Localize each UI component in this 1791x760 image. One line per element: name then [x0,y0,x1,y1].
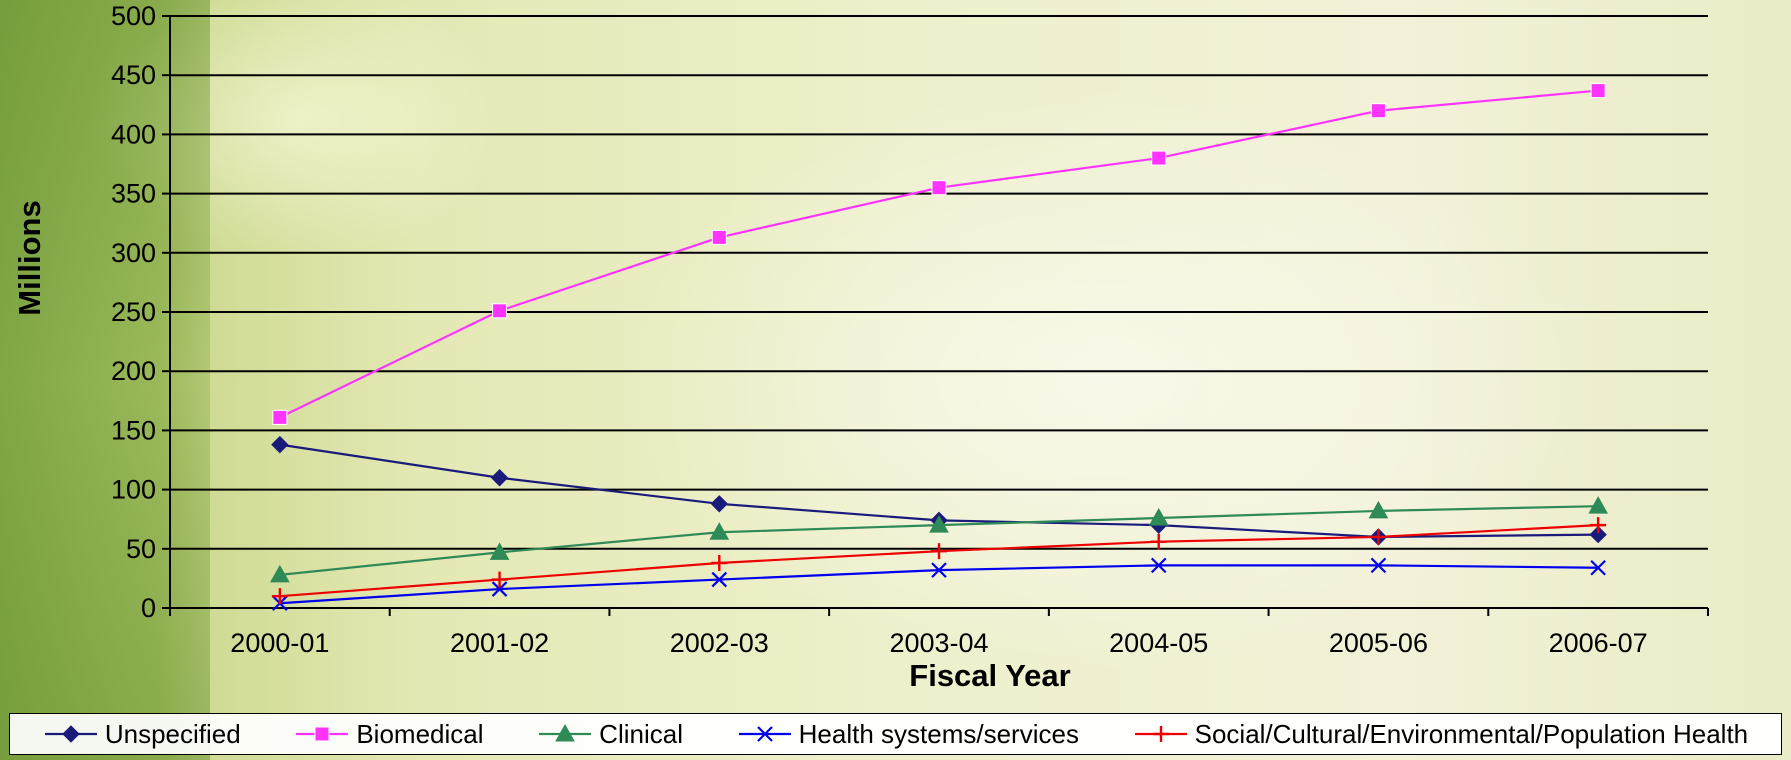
point-clinical-2003-04 [929,515,949,533]
y-tick-label-200: 200 [111,356,156,386]
legend-swatch-biomedical [296,726,349,742]
point-biomedical-2002-03 [711,229,727,245]
y-axis-title: Millions [12,200,47,315]
y-tick-label-150: 150 [111,415,156,445]
y-tick-label-400: 400 [111,119,156,149]
x-axis-title: Fiscal Year [909,658,1070,693]
series-line-biomedical [279,89,1599,419]
x-tick-label-2006-07: 2006-07 [1549,628,1648,658]
x-tick-label-2002-03: 2002-03 [670,628,769,658]
legend-swatch-social-cultural-environmental-population-health [1134,726,1187,742]
point-unspecified-2006-07 [1589,525,1607,544]
x-axis-ticks: 2000-01 2001-02 2002-03 2003-04 2004-05 2005-… [169,608,1709,658]
point-unspecified-2002-03 [710,495,728,513]
legend-swatch-marker [314,726,330,742]
point-health-systems-services-2006-07 [1590,559,1606,576]
point-health-systems-services-2004-05 [1150,557,1167,574]
legend-label: Clinical [599,718,683,749]
point-biomedical-2000-01 [272,409,288,425]
legend-swatch-marker [62,725,80,743]
legend-label: Health systems/services [798,718,1079,749]
x-tick-label-2000-01: 2000-01 [230,628,329,658]
y-tick-label-50: 50 [126,534,156,564]
point-biomedical-2004-05 [1151,150,1167,166]
y-tick-label-300: 300 [111,238,156,268]
legend-item-health-systems-services: Health systems/services [737,719,1079,750]
legend-item-social-cultural-environmental-population-health: Social/Cultural/Environmental/Population… [1133,718,1749,750]
point-biomedical-2005-06 [1370,103,1386,119]
point-clinical-2001-02 [489,542,510,560]
point-social-cultural-environmental-population-health-2004-05 [1150,533,1167,550]
point-health-systems-services-2003-04 [931,562,947,578]
gridlines [170,15,1708,550]
y-tick-label-100: 100 [111,475,156,505]
point-clinical-2000-01 [270,564,290,583]
legend-swatch-marker [555,723,576,742]
legend-swatch-health-systems-services [738,726,791,742]
series-line-social-cultural-environmental-population-health [279,524,1599,598]
point-social-cultural-environmental-population-health-2002-03 [711,555,728,572]
point-clinical-2002-03 [709,522,730,540]
legend-label: Social/Cultural/Environmental/Population… [1194,718,1749,749]
point-social-cultural-environmental-population-health-2006-07 [1590,517,1607,534]
x-tick-label-2003-04: 2003-04 [889,628,988,658]
legend-item-biomedical: Biomedical [294,718,484,750]
x-tick-label-2004-05: 2004-05 [1109,628,1208,658]
legend-swatch-marker [1152,726,1169,742]
point-unspecified-2000-01 [271,435,289,454]
point-clinical-2004-05 [1148,507,1169,526]
x-tick-label-2001-02: 2001-02 [450,628,549,658]
point-unspecified-2001-02 [490,469,509,487]
point-social-cultural-environmental-population-health-2001-02 [491,571,508,588]
legend-swatch-unspecified [44,725,97,743]
legend: Unspecified Biomedical Clinical Health syst… [9,713,1782,755]
point-health-systems-services-2005-06 [1370,557,1387,574]
point-health-systems-services-2001-02 [491,581,508,597]
y-tick-label-350: 350 [111,179,156,209]
point-social-cultural-environmental-population-health-2005-06 [1370,528,1387,545]
x-tick-label-2005-06: 2005-06 [1329,628,1428,658]
point-clinical-2006-07 [1588,496,1608,514]
y-tick-label-500: 500 [111,1,156,31]
legend-item-clinical: Clinical [537,719,683,750]
legend-item-unspecified: Unspecified [43,719,241,750]
legend-swatch-marker [756,726,773,742]
y-tick-label-450: 450 [111,60,156,90]
point-biomedical-2001-02 [492,303,508,319]
y-tick-label-250: 250 [111,297,156,327]
legend-label: Biomedical [356,718,484,749]
y-axis-ticks: 0 50 100 150 200 250 300 350 400 450 500 [111,1,170,623]
point-health-systems-services-2002-03 [711,571,728,588]
legend-swatch-clinical [539,723,592,742]
point-biomedical-2003-04 [931,180,947,196]
slide-left-bar [0,0,210,760]
point-clinical-2005-06 [1368,500,1389,519]
point-biomedical-2006-07 [1590,83,1606,99]
series-markers [270,83,1608,612]
point-social-cultural-environmental-population-health-2000-01 [271,588,288,605]
y-tick-label-0: 0 [141,593,156,623]
point-social-cultural-environmental-population-health-2003-04 [931,543,947,560]
legend-label: Unspecified [104,718,241,749]
